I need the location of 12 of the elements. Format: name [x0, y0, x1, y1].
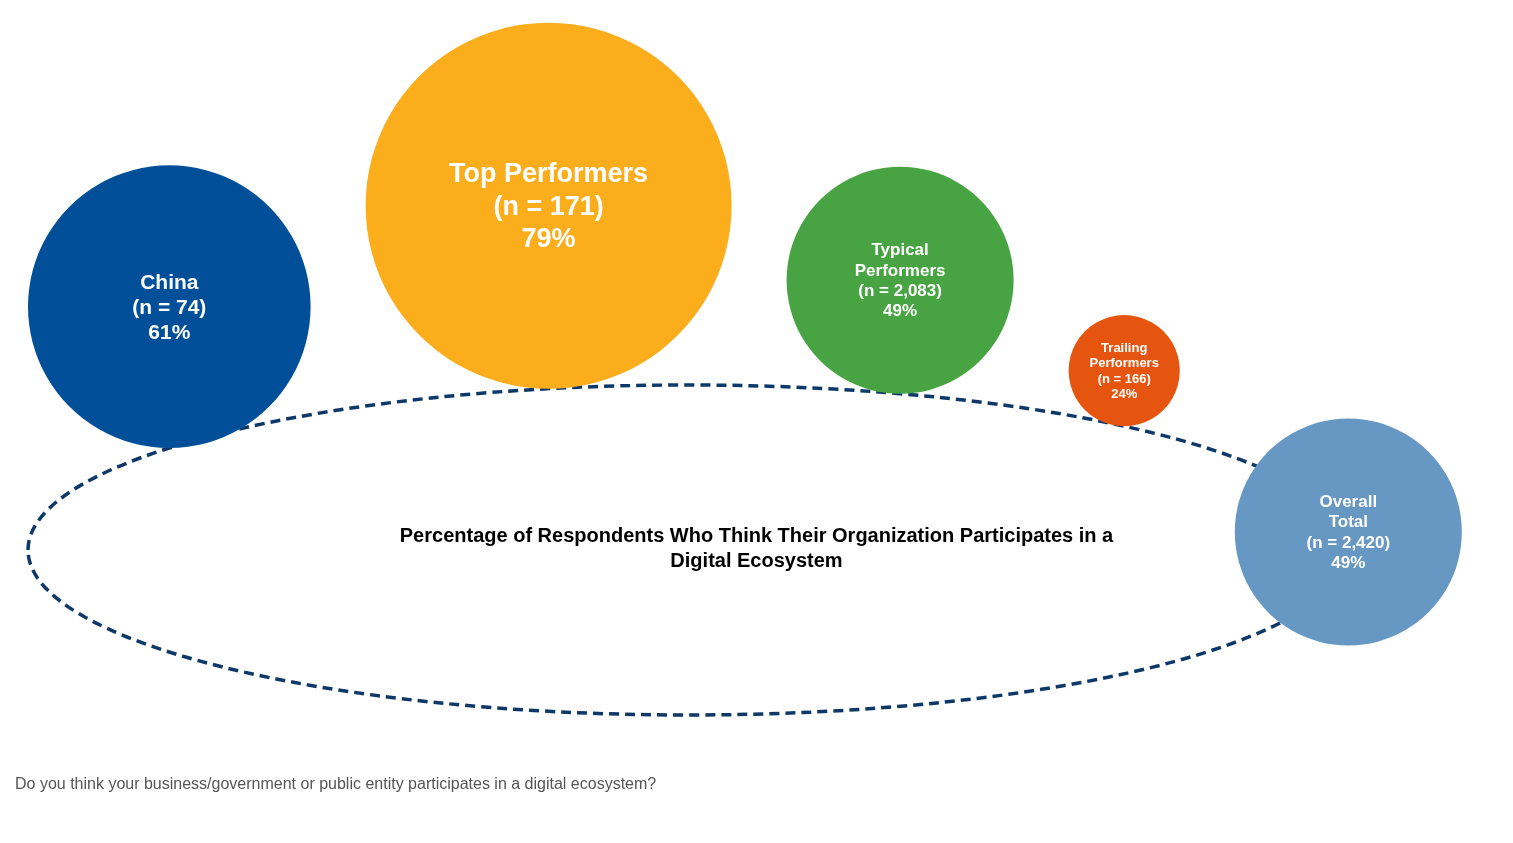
category-label: China (n = 74) — [132, 269, 207, 319]
data-label: 61% — [148, 320, 191, 344]
category-label: Typical Performers (n = 2,083) — [854, 240, 946, 300]
text: Do you think your business/government or public entity participates in a digital ecosystem? — [15, 774, 657, 792]
data-label: 24% — [1111, 386, 1138, 402]
data-label: 79% — [521, 223, 576, 254]
text: Percentage of Respondents Who Think Their Organization Participates in a Digital Ecosystem — [399, 523, 1115, 571]
data-label: 49% — [1331, 553, 1366, 573]
category-label: Top Performers (n = 171) — [449, 158, 649, 221]
category-label: Overall Total (n = 2,420) — [1306, 491, 1391, 552]
category-label: Trailing Performers (n = 166) — [1089, 339, 1159, 386]
data-label: 49% — [883, 301, 918, 321]
